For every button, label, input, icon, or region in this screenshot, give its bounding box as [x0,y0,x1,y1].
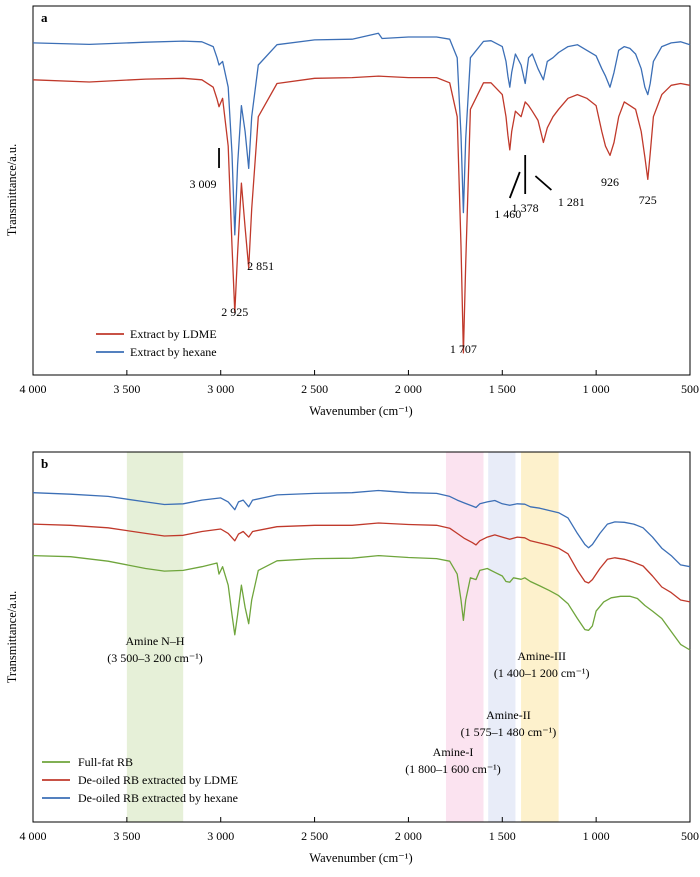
panel-b-frame [32,451,691,823]
region-name: Amine-I [433,745,474,759]
annotation-leader [534,175,552,191]
x-tick-label: 3 000 [207,382,234,396]
panel-b: b Transmittance/a.u. Wavenumber (cm⁻¹) 4… [5,451,699,865]
region-range: (1 800–1 600 cm⁻¹) [405,762,501,776]
panel-a-label: a [41,10,48,25]
peak-label: 926 [601,175,619,189]
region-name: Amine-III [517,649,566,663]
peak-label: 1 281 [558,195,585,209]
panel-a-ylabel: Transmittance/a.u. [5,144,19,237]
legend-label: Extract by hexane [130,345,217,359]
series-line-1 [32,75,691,354]
peak-label: 3 009 [190,177,217,191]
x-tick-label: 2 500 [301,829,328,843]
peak-label: 2 925 [221,305,248,319]
legend-label: Full-fat RB [78,755,133,769]
panel-b-label: b [41,456,48,471]
region-band-2 [488,452,516,822]
panel-a-legend: Extract by LDME Extract by hexane [96,327,217,359]
series-line-0 [32,32,691,236]
series-line-0 [32,489,691,568]
series-line-2 [32,554,691,651]
panel-a-frame [32,5,691,376]
peak-label: 1 460 [494,207,521,221]
x-tick-label: 1 500 [489,829,516,843]
panel-b-legend: Full-fat RB De-oiled RB extracted by LDME… [42,755,238,805]
legend-label: De-oiled RB extracted by LDME [78,773,238,787]
panel-b-ylabel: Transmittance/a.u. [5,591,19,684]
x-tick-label: 3 500 [113,829,140,843]
region-band-3 [521,452,559,822]
peak-label: 2 851 [247,259,274,273]
legend-label: De-oiled RB extracted by hexane [78,791,238,805]
peak-label: 1 378 [512,201,539,215]
panel-a-xlabel: Wavenumber (cm⁻¹) [309,404,412,418]
x-tick-label: 500 [681,829,699,843]
annotation-leader [508,171,521,199]
series-line-1 [32,522,691,603]
legend-label: Extract by LDME [130,327,217,341]
x-tick-label: 4 000 [20,382,47,396]
x-tick-label: 1 000 [583,382,610,396]
region-range: (1 400–1 200 cm⁻¹) [494,666,590,680]
panel-b-xlabel: Wavenumber (cm⁻¹) [309,851,412,865]
region-band-0 [126,452,184,822]
region-band-1 [445,452,484,822]
x-tick-label: 3 000 [207,829,234,843]
region-range: (3 500–3 200 cm⁻¹) [107,651,203,665]
x-tick-label: 1 000 [583,829,610,843]
peak-label: 1 707 [450,342,477,356]
x-tick-label: 2 000 [395,829,422,843]
x-tick-label: 2 500 [301,382,328,396]
x-tick-label: 2 000 [395,382,422,396]
region-name: Amine N–H [126,634,185,648]
region-name: Amine-II [486,708,531,722]
x-tick-label: 3 500 [113,382,140,396]
x-tick-label: 500 [681,382,699,396]
x-tick-label: 4 000 [20,829,47,843]
region-range: (1 575–1 480 cm⁻¹) [461,725,557,739]
peak-label: 725 [639,193,657,207]
panel-a: a Transmittance/a.u. Wavenumber (cm⁻¹) 4… [5,5,699,418]
x-tick-label: 1 500 [489,382,516,396]
